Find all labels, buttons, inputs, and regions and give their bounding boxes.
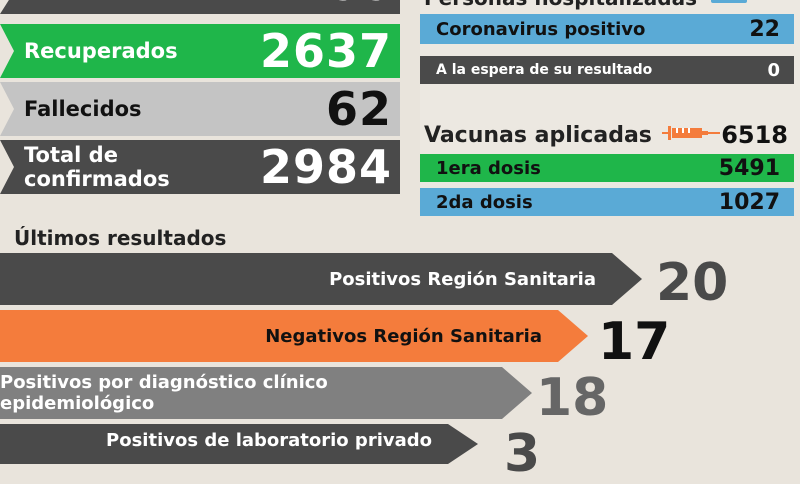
hospital-title-row: Personas hospitalizadas [420, 0, 800, 10]
first-dose-value: 5491 [718, 155, 780, 181]
deceased-label: Fallecidos [24, 97, 142, 121]
regional-positive-label: Positivos Región Sanitaria [329, 268, 596, 290]
hospital-bed-icon [711, 0, 748, 3]
hospital-title: Personas hospitalizadas [420, 0, 697, 10]
second-dose-value: 1027 [718, 189, 780, 215]
deceased-value: 62 [325, 82, 392, 136]
regional-positive-value: 20 [656, 253, 729, 313]
awaiting-result-row: A la espera de su resultado 0 [420, 56, 794, 84]
second-dose-row: 2da dosis 1027 [420, 188, 794, 216]
total-confirmed-label: Total de confirmados [24, 143, 170, 191]
recovered-label: Recuperados [24, 39, 178, 63]
results-title: Últimos resultados [14, 226, 227, 250]
syringe-icon [661, 123, 720, 147]
private-lab-arrow: Positivos de laboratorio privado [0, 424, 478, 464]
vaccines-total: 6518 [721, 121, 788, 149]
vaccines-title: Vacunas aplicadas [424, 122, 652, 148]
coronavirus-positive-value: 22 [749, 16, 780, 42]
recovered-bar: Recuperados 2637 [0, 24, 400, 78]
coronavirus-positive-label: Coronavirus positivo [436, 18, 646, 40]
regional-negative-label: Negativos Región Sanitaria [265, 325, 542, 347]
active-cases-value: 266 [293, 0, 392, 11]
coronavirus-positive-row: Coronavirus positivo 22 [420, 14, 794, 44]
active-cases-bar: 266 [0, 0, 400, 14]
regional-negative-value: 17 [598, 312, 671, 372]
regional-negative-arrow: Negativos Región Sanitaria [0, 310, 588, 362]
recovered-value: 2637 [259, 24, 392, 78]
clinical-diagnosis-arrow: Positivos por diagnóstico clínico epidem… [0, 367, 532, 419]
clinical-diagnosis-label: Positivos por diagnóstico clínico epidem… [0, 372, 328, 414]
second-dose-label: 2da dosis [436, 191, 533, 213]
regional-positive-arrow: Positivos Región Sanitaria [0, 253, 642, 305]
vaccines-header: Vacunas aplicadas 6518 [424, 118, 794, 152]
deceased-bar: Fallecidos 62 [0, 82, 400, 136]
private-lab-label: Positivos de laboratorio privado [106, 430, 432, 451]
total-confirmed-bar: Total de confirmados 2984 [0, 140, 400, 194]
awaiting-result-label: A la espera de su resultado [436, 62, 653, 78]
first-dose-row: 1era dosis 5491 [420, 154, 794, 182]
private-lab-value: 3 [504, 424, 541, 484]
total-confirmed-value: 2984 [259, 140, 392, 194]
clinical-diagnosis-value: 18 [536, 368, 609, 428]
first-dose-label: 1era dosis [436, 157, 541, 179]
awaiting-result-value: 0 [767, 59, 780, 81]
